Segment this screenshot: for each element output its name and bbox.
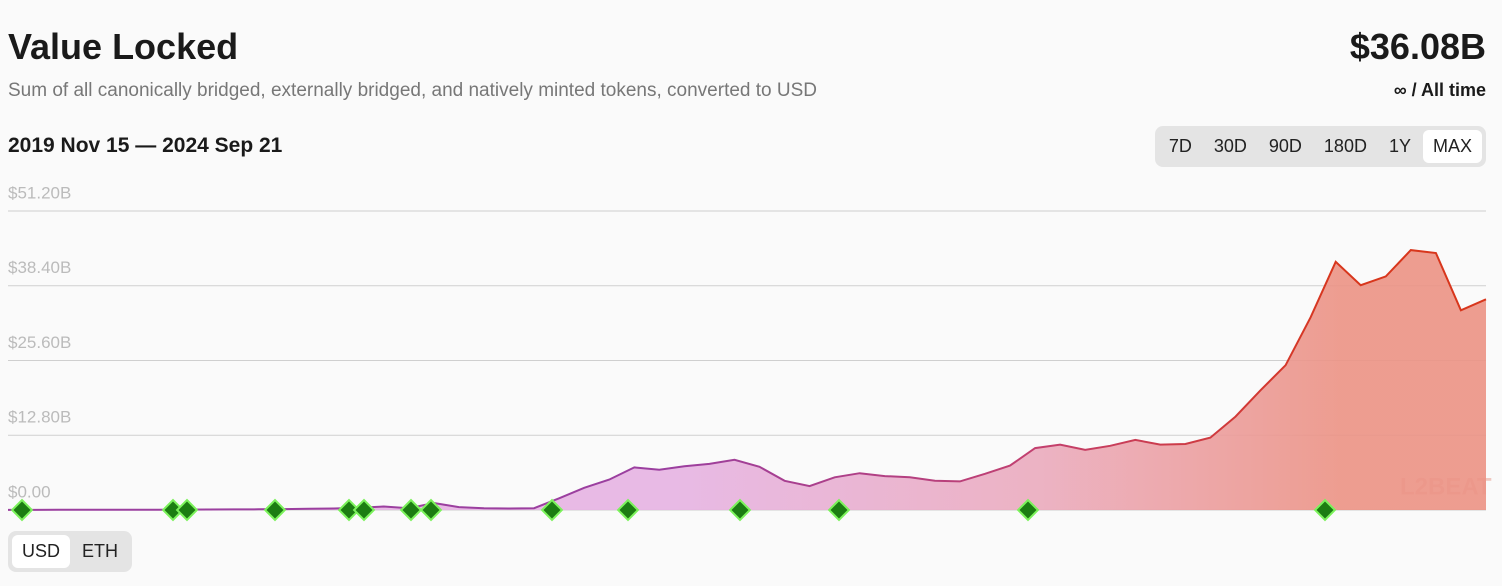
- y-tick-label: $12.80B: [8, 408, 71, 427]
- event-marker: [616, 498, 640, 522]
- total-value: $36.08B: [1349, 26, 1486, 67]
- toggle-button[interactable]: 30D: [1213, 136, 1247, 156]
- toggle-button[interactable]: ETH: [82, 541, 119, 561]
- y-tick-label: $25.60B: [8, 333, 71, 352]
- event-marker: [161, 498, 185, 522]
- y-tick-label: $51.20B: [8, 183, 71, 202]
- subtitle: Sum of all canonically bridged, external…: [8, 80, 817, 101]
- toggle-button[interactable]: 7D: [1168, 136, 1192, 156]
- event-marker: [337, 498, 361, 522]
- toggle-button[interactable]: 180D: [1323, 136, 1367, 156]
- toggle-button[interactable]: 90D: [1268, 136, 1302, 156]
- range-label: ∞ / All time: [1393, 80, 1486, 100]
- event-marker: [827, 498, 851, 522]
- event-marker: [1313, 498, 1337, 522]
- event-marker: [399, 498, 423, 522]
- toggle-button[interactable]: MAX: [1422, 130, 1482, 163]
- title: Value Locked: [8, 26, 239, 67]
- event-marker: [1016, 498, 1040, 522]
- range-selector: 7D 30D 90D 180D 1Y MAX: [1154, 126, 1486, 167]
- y-tick-label: $0.00: [8, 482, 51, 501]
- toggle-button[interactable]: USD: [12, 535, 71, 568]
- event-marker: [175, 498, 199, 522]
- toggle-button[interactable]: 1Y: [1388, 136, 1411, 156]
- date-range: 2019 Nov 15 — 2024 Sep 21: [8, 134, 283, 157]
- event-marker: [10, 498, 34, 522]
- event-marker: [540, 498, 564, 522]
- unit-selector: USD ETH: [8, 531, 133, 572]
- event-marker: [728, 498, 752, 522]
- event-marker: [263, 498, 287, 522]
- y-tick-label: $38.40B: [8, 258, 71, 277]
- area: [8, 250, 1486, 510]
- line: [8, 249, 1487, 511]
- event-marker: [419, 498, 443, 522]
- event-marker: [352, 498, 376, 522]
